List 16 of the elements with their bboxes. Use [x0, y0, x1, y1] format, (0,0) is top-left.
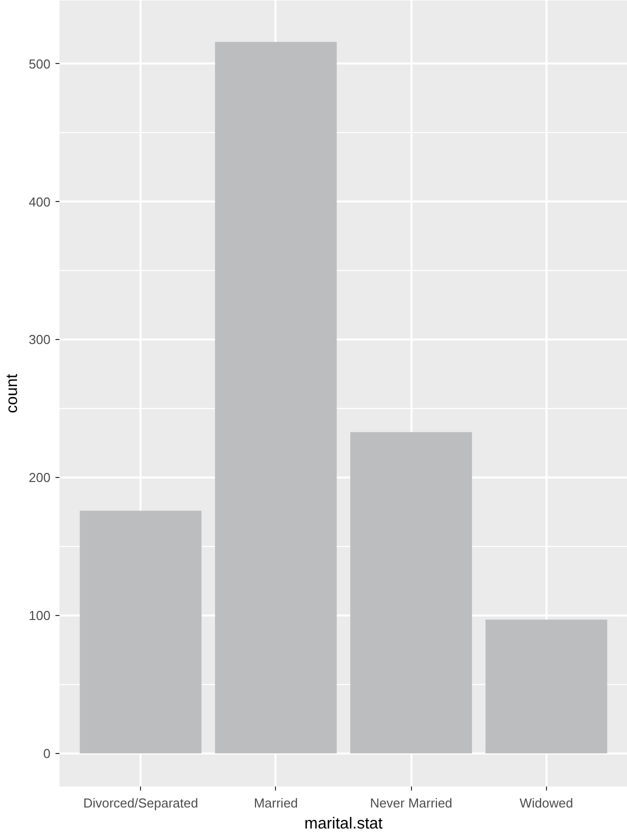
- bar: [486, 620, 608, 754]
- x-tick-label: Divorced/Separated: [83, 796, 198, 810]
- bar: [80, 510, 202, 754]
- bar: [350, 432, 472, 754]
- y-tick-label: 100: [28, 608, 51, 624]
- x-axis-title: marital.stat: [304, 816, 384, 832]
- y-axis-title: count: [4, 373, 21, 414]
- bar: [215, 42, 337, 754]
- x-tick-label: Never Married: [370, 796, 452, 810]
- y-tick-label: 200: [28, 470, 51, 486]
- y-tick-label: 300: [28, 332, 51, 348]
- y-tick-label: 0: [43, 746, 51, 761]
- x-tick-label: Widowed: [520, 796, 574, 810]
- y-tick-label: 500: [28, 56, 51, 72]
- x-tick-label: Married: [254, 796, 298, 810]
- y-tick-label: 400: [28, 194, 51, 210]
